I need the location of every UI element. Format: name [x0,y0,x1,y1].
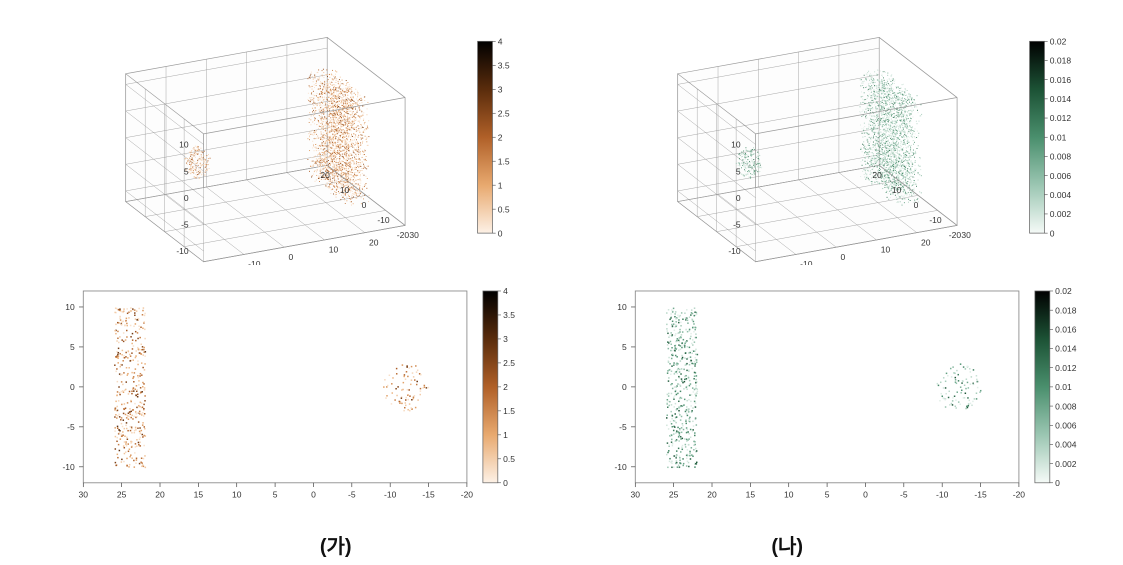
panel-bottom-left: -20-15-10-5051015202530-10-5051000.511.5… [30,275,542,520]
svg-text:1: 1 [498,180,503,190]
svg-text:20: 20 [369,237,379,247]
svg-text:0: 0 [362,200,367,210]
plot-3d-green: -10-50510-20-100102030-20-100102000.0020… [582,20,1094,265]
svg-text:0.5: 0.5 [498,204,510,214]
svg-text:-10: -10 [377,215,390,225]
svg-text:10: 10 [329,245,339,255]
svg-text:2: 2 [498,132,503,142]
svg-text:20: 20 [320,170,330,180]
svg-text:30: 30 [409,230,419,240]
plot-2d-green: -20-15-10-5051015202530-10-5051000.0020.… [582,275,1094,520]
panel-top-right: -10-50510-20-100102030-20-100102000.0020… [582,20,1094,265]
svg-text:0: 0 [184,193,189,203]
svg-text:-5: -5 [181,220,189,230]
plot-2d-orange: -20-15-10-5051015202530-10-5051000.511.5… [30,275,542,520]
svg-text:-10: -10 [248,259,261,265]
svg-text:10: 10 [340,185,350,195]
panel-bottom-right: -20-15-10-5051015202530-10-5051000.0020.… [582,275,1094,520]
caption-left: (가) [320,530,352,559]
svg-text:4: 4 [498,37,503,47]
panel-top-left: -10-50510-20-100102030-20-100102000.511.… [30,20,542,265]
svg-text:3.5: 3.5 [498,60,510,70]
svg-text:0: 0 [288,252,293,262]
svg-text:3: 3 [498,84,503,94]
svg-text:10: 10 [179,140,189,150]
svg-text:0: 0 [498,228,503,238]
plot-3d-orange: -10-50510-20-100102030-20-100102000.511.… [30,20,542,265]
svg-text:-20: -20 [397,230,410,240]
caption-row: (가) (나) [30,530,1093,559]
caption-right: (나) [771,530,803,559]
svg-text:2.5: 2.5 [498,108,510,118]
figure-grid: -10-50510-20-100102030-20-100102000.511.… [0,0,1123,565]
svg-text:1.5: 1.5 [498,156,510,166]
svg-text:-10: -10 [176,246,189,256]
svg-text:5: 5 [184,166,189,176]
